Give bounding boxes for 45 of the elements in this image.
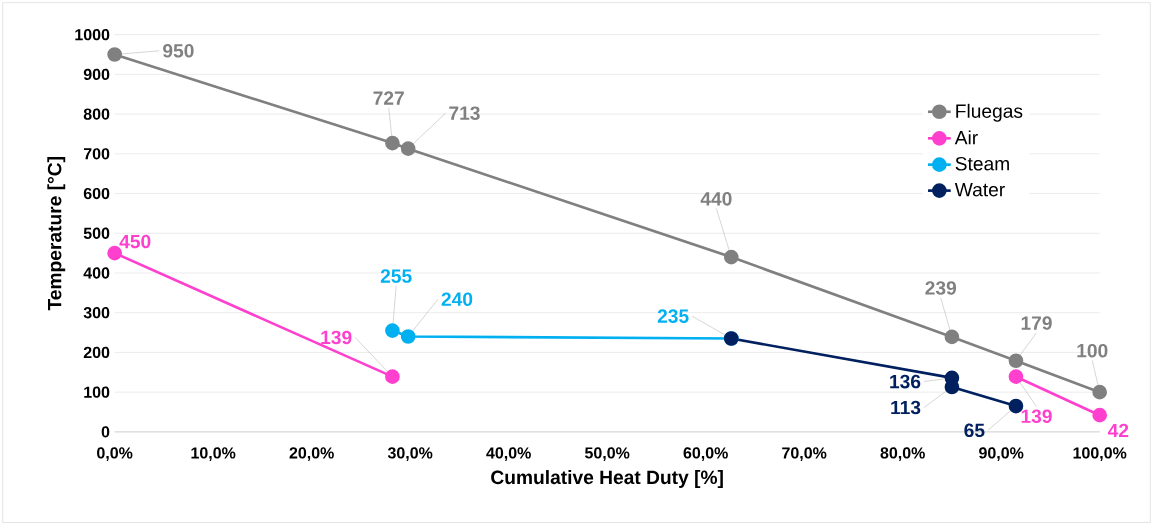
y-tick-label: 900 <box>83 68 110 80</box>
x-tick-label: 10,0% <box>191 447 236 461</box>
legend-label: Steam <box>955 156 1009 171</box>
y-tick-label: 200 <box>83 346 110 358</box>
data-label: 42 <box>1107 423 1129 438</box>
data-label: 235 <box>657 309 689 323</box>
y-tick-label: 0 <box>101 426 110 438</box>
x-tick-label: 20,0% <box>289 447 334 461</box>
x-tick-label: 70,0% <box>782 447 827 461</box>
y-tick-label: 700 <box>83 148 110 160</box>
legend-label: Fluegas <box>956 103 1023 122</box>
data-label: 713 <box>449 106 480 120</box>
x-tick-label: 0,0% <box>97 447 133 461</box>
data-label: 450 <box>119 234 151 249</box>
data-label: 239 <box>925 281 957 295</box>
x-tick-label: 60,0% <box>683 447 728 461</box>
y-axis-title: Temperature [°C] <box>47 157 66 311</box>
data-label: 440 <box>700 191 732 206</box>
y-tick-label: 300 <box>83 306 110 319</box>
x-axis-title: Cumulative Heat Duty [%] <box>491 469 723 488</box>
data-label: 179 <box>1021 316 1052 330</box>
y-tick-label: 500 <box>83 227 110 239</box>
data-label: 136 <box>890 374 921 389</box>
data-label: 139 <box>321 330 352 345</box>
y-tick-label: 400 <box>83 267 110 279</box>
legend-label: Air <box>954 130 978 145</box>
legend-label: Water <box>954 182 1005 197</box>
data-label: 139 <box>1021 409 1052 423</box>
data-label: 255 <box>380 269 412 283</box>
data-label: 240 <box>441 292 473 306</box>
y-tick-label: 100 <box>84 386 110 398</box>
x-tick-label: 50,0% <box>584 447 630 461</box>
x-tick-label: 80,0% <box>880 447 925 461</box>
x-tick-label: 100,0% <box>1073 447 1127 461</box>
y-tick-label: 1000 <box>75 28 110 41</box>
x-tick-label: 40,0% <box>486 447 531 461</box>
data-label: 113 <box>891 400 921 415</box>
data-label: 950 <box>163 43 194 58</box>
x-tick-label: 90,0% <box>979 447 1024 461</box>
data-label: 100 <box>1077 343 1108 358</box>
data-label: 65 <box>964 423 985 438</box>
x-tick-label: 30,0% <box>387 447 433 461</box>
y-tick-label: 600 <box>83 187 110 200</box>
y-tick-label: 800 <box>83 108 110 120</box>
data-label: 727 <box>373 91 404 105</box>
